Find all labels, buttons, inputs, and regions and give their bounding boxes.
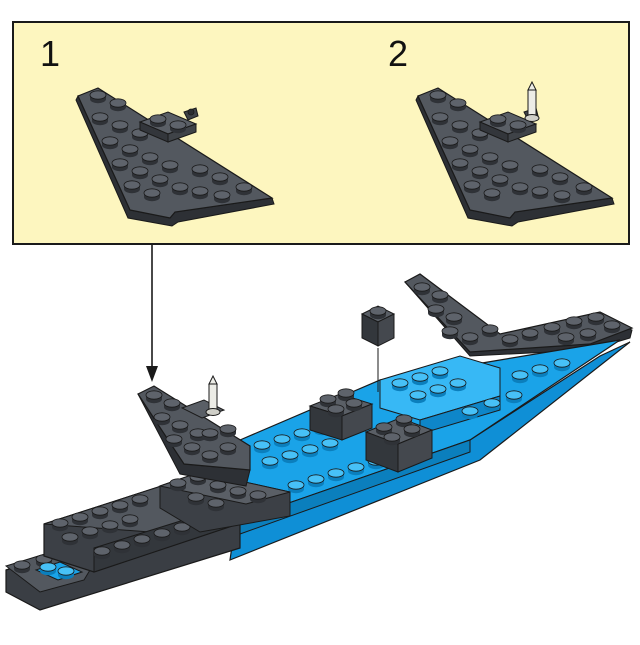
wing-plate-icon <box>75 87 275 227</box>
ship-model <box>4 273 634 611</box>
front-wing <box>137 375 251 487</box>
gray-brick-2x2-right <box>364 414 434 473</box>
step-number-1: 1 <box>40 33 60 74</box>
step-number-2: 2 <box>388 33 408 74</box>
gray-hull <box>4 471 291 611</box>
rear-wing <box>404 273 634 357</box>
gray-brick-2x2-center <box>308 388 374 441</box>
down-arrow-icon <box>146 244 158 382</box>
floating-brick-1x1 <box>360 305 396 392</box>
wing-plate-with-pin-icon <box>415 81 615 227</box>
